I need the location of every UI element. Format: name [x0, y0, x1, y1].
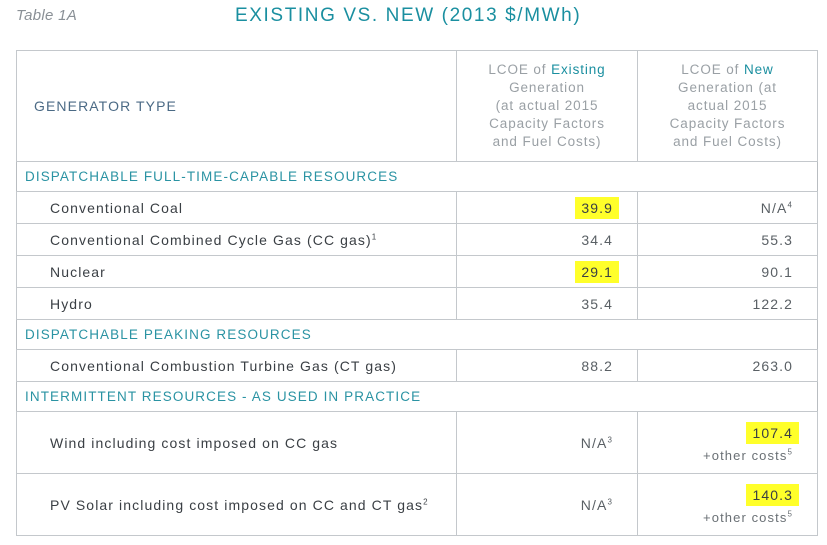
section-peaking: DISPATCHABLE PEAKING RESOURCES	[16, 319, 818, 350]
value-existing-coal: 39.9	[456, 191, 638, 224]
new-line-5: and Fuel Costs)	[673, 134, 782, 149]
value-existing-wind: N/A3	[456, 411, 638, 474]
section-dispatchable: DISPATCHABLE FULL-TIME-CAPABLE RESOURCES	[16, 161, 818, 192]
row-name-solar: PV Solar including cost imposed on CC an…	[16, 473, 457, 536]
header-row: GENERATOR TYPE LCOE of Existing Generati…	[16, 50, 818, 162]
table-row: Nuclear 29.1 90.1	[16, 255, 818, 288]
table-row: Conventional Combined Cycle Gas (CC gas)…	[16, 223, 818, 256]
table-row: PV Solar including cost imposed on CC an…	[16, 473, 818, 536]
value-new-hydro: 122.2	[637, 287, 818, 320]
value-new-coal: N/A4	[637, 191, 818, 224]
value-existing-nuclear: 29.1	[456, 255, 638, 288]
value-new-nuclear: 90.1	[637, 255, 818, 288]
row-name-wind: Wind including cost imposed on CC gas	[16, 411, 457, 474]
lcoe-table: GENERATOR TYPE LCOE of Existing Generati…	[16, 50, 818, 536]
new-line-2: Generation (at	[678, 80, 777, 95]
value-new-ccgas: 55.3	[637, 223, 818, 256]
new-prefix: LCOE of	[681, 62, 744, 77]
table-row: Conventional Coal 39.9 N/A4	[16, 191, 818, 224]
table-row: Wind including cost imposed on CC gas N/…	[16, 411, 818, 474]
row-name-hydro: Hydro	[16, 287, 457, 320]
section-row: DISPATCHABLE PEAKING RESOURCES	[16, 319, 818, 350]
value-new-wind: 107.4 +other costs5	[637, 411, 818, 474]
table-title: EXISTING VS. NEW (2013 $/MWh)	[235, 5, 582, 26]
existing-line-4: Capacity Factors	[489, 116, 605, 131]
existing-prefix: LCOE of	[488, 62, 552, 77]
existing-line-2: Generation	[509, 80, 585, 95]
value-new-solar: 140.3 +other costs5	[637, 473, 818, 536]
value-existing-solar: N/A3	[456, 473, 638, 536]
existing-word: Existing	[551, 62, 606, 77]
new-word: New	[744, 62, 774, 77]
column-header-type: GENERATOR TYPE	[16, 50, 457, 162]
table-row: Hydro 35.4 122.2	[16, 287, 818, 320]
value-existing-ccgas: 34.4	[456, 223, 638, 256]
table-number: Table 1A	[16, 7, 78, 24]
section-row: DISPATCHABLE FULL-TIME-CAPABLE RESOURCES	[16, 161, 818, 192]
new-line-3: actual 2015	[687, 98, 768, 113]
value-existing-ctgas: 88.2	[456, 349, 638, 382]
column-header-existing: LCOE of Existing Generation (at actual 2…	[456, 50, 638, 162]
column-header-new: LCOE of New Generation (at actual 2015 C…	[637, 50, 818, 162]
existing-line-5: and Fuel Costs)	[492, 134, 602, 149]
row-name-nuclear: Nuclear	[16, 255, 457, 288]
section-intermittent: INTERMITTENT RESOURCES - AS USED IN PRAC…	[16, 381, 818, 412]
section-row: INTERMITTENT RESOURCES - AS USED IN PRAC…	[16, 381, 818, 412]
row-name-coal: Conventional Coal	[16, 191, 457, 224]
table-row: Conventional Combustion Turbine Gas (CT …	[16, 349, 818, 382]
existing-line-3: (at actual 2015	[495, 98, 599, 113]
value-existing-hydro: 35.4	[456, 287, 638, 320]
new-line-4: Capacity Factors	[669, 116, 786, 131]
other-costs-note: +other costs5	[703, 509, 793, 525]
row-name-ctgas: Conventional Combustion Turbine Gas (CT …	[16, 349, 457, 382]
value-new-ctgas: 263.0	[637, 349, 818, 382]
other-costs-note: +other costs5	[703, 447, 793, 463]
row-name-ccgas: Conventional Combined Cycle Gas (CC gas)…	[16, 223, 457, 256]
